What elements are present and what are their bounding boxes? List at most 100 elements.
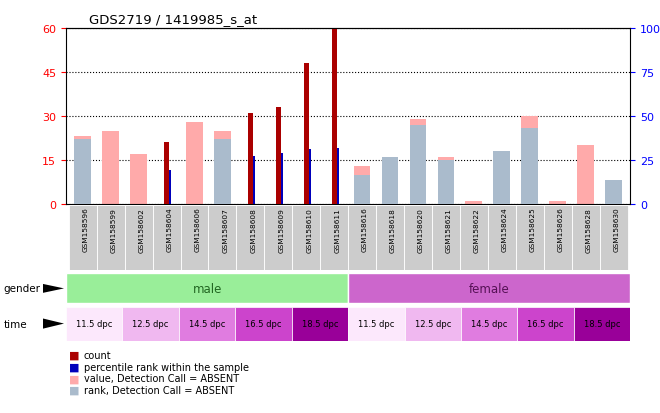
Bar	[544, 205, 572, 271]
Bar	[236, 307, 292, 341]
Bar	[75, 137, 91, 204]
Bar	[253, 157, 255, 204]
Bar	[460, 205, 488, 271]
Bar	[549, 202, 566, 204]
Text: GSM158620: GSM158620	[418, 207, 424, 252]
Text: ■: ■	[69, 362, 80, 372]
Text: GSM158602: GSM158602	[139, 207, 145, 252]
Text: ■: ■	[69, 385, 80, 395]
Text: GSM158604: GSM158604	[166, 207, 172, 252]
Text: GSM158630: GSM158630	[614, 207, 620, 252]
Bar	[66, 307, 123, 341]
Text: female: female	[469, 282, 510, 295]
Polygon shape	[43, 319, 64, 329]
Bar	[209, 205, 236, 271]
Bar	[348, 205, 376, 271]
Bar	[292, 205, 320, 271]
Text: 18.5 dpc: 18.5 dpc	[302, 319, 338, 328]
Text: 18.5 dpc: 18.5 dpc	[584, 319, 620, 328]
Text: 16.5 dpc: 16.5 dpc	[246, 319, 282, 328]
Bar	[320, 205, 348, 271]
Bar	[170, 171, 171, 204]
Bar	[494, 152, 510, 204]
Text: GSM158611: GSM158611	[334, 207, 340, 252]
Bar	[432, 205, 460, 271]
Text: GSM158607: GSM158607	[222, 207, 228, 252]
Bar	[214, 140, 231, 204]
Text: GSM158624: GSM158624	[502, 207, 508, 252]
Text: GSM158616: GSM158616	[362, 207, 368, 252]
Text: 14.5 dpc: 14.5 dpc	[471, 319, 508, 328]
Text: GSM158618: GSM158618	[390, 207, 396, 252]
Text: rank, Detection Call = ABSENT: rank, Detection Call = ABSENT	[84, 385, 234, 395]
Bar	[179, 307, 236, 341]
Text: 16.5 dpc: 16.5 dpc	[527, 319, 564, 328]
Bar	[605, 181, 622, 204]
Bar	[376, 205, 404, 271]
Text: value, Detection Call = ABSENT: value, Detection Call = ABSENT	[84, 373, 239, 383]
Bar	[438, 158, 454, 204]
Bar	[130, 155, 147, 204]
Bar	[125, 205, 152, 271]
Text: count: count	[84, 350, 112, 360]
Text: GSM158628: GSM158628	[585, 207, 591, 252]
Text: GSM158608: GSM158608	[250, 207, 256, 252]
Bar	[337, 148, 339, 204]
Bar	[381, 158, 399, 204]
Bar	[102, 131, 119, 204]
Bar	[494, 158, 510, 204]
Text: gender: gender	[3, 284, 40, 294]
Bar	[515, 205, 544, 271]
Text: GSM158626: GSM158626	[558, 207, 564, 252]
Bar	[354, 166, 370, 204]
Bar	[304, 64, 309, 204]
Text: 12.5 dpc: 12.5 dpc	[414, 319, 451, 328]
Bar	[461, 307, 517, 341]
Bar	[75, 140, 91, 204]
Bar	[123, 307, 179, 341]
Bar	[152, 205, 181, 271]
Bar	[404, 205, 432, 271]
Bar	[438, 161, 454, 204]
Bar	[521, 128, 538, 204]
Bar	[236, 205, 265, 271]
Text: GSM158599: GSM158599	[111, 207, 117, 252]
Text: GDS2719 / 1419985_s_at: GDS2719 / 1419985_s_at	[88, 13, 257, 26]
Polygon shape	[43, 284, 64, 293]
Bar	[381, 164, 399, 204]
Text: ■: ■	[69, 373, 80, 383]
Bar	[332, 29, 337, 204]
Bar	[276, 108, 280, 204]
Text: GSM158606: GSM158606	[195, 207, 201, 252]
Bar	[248, 114, 253, 204]
Text: 11.5 dpc: 11.5 dpc	[76, 319, 112, 328]
Bar	[164, 143, 169, 204]
Bar	[410, 126, 426, 204]
Bar	[186, 123, 203, 204]
Bar	[574, 307, 630, 341]
Bar	[348, 307, 405, 341]
Bar	[97, 205, 125, 271]
Bar	[488, 205, 515, 271]
Bar	[281, 154, 282, 204]
Bar	[405, 307, 461, 341]
Bar	[578, 146, 594, 204]
Bar	[410, 120, 426, 204]
Bar	[181, 205, 209, 271]
Bar	[348, 274, 630, 304]
Text: GSM158609: GSM158609	[279, 207, 284, 252]
Bar	[214, 131, 231, 204]
Bar	[354, 175, 370, 204]
Bar	[309, 150, 311, 204]
Bar	[572, 205, 599, 271]
Text: male: male	[192, 282, 222, 295]
Bar	[599, 205, 628, 271]
Text: 11.5 dpc: 11.5 dpc	[358, 319, 395, 328]
Text: GSM158621: GSM158621	[446, 207, 452, 252]
Text: 12.5 dpc: 12.5 dpc	[133, 319, 169, 328]
Bar	[517, 307, 574, 341]
Bar	[69, 205, 97, 271]
Text: percentile rank within the sample: percentile rank within the sample	[84, 362, 249, 372]
Text: 14.5 dpc: 14.5 dpc	[189, 319, 225, 328]
Text: time: time	[3, 319, 27, 329]
